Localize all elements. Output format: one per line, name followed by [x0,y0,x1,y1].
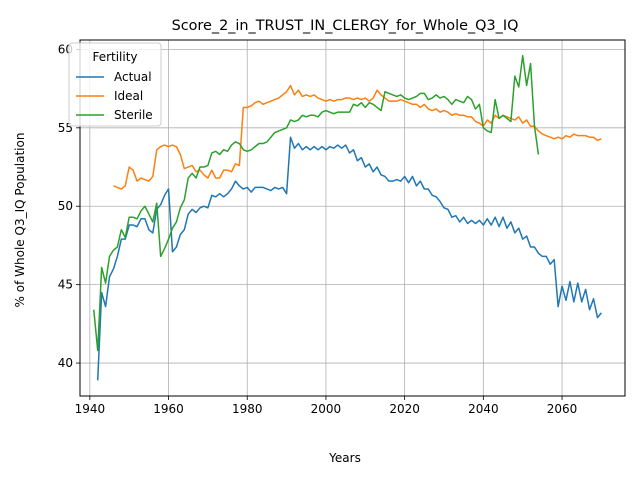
series-line-actual [96,136,602,381]
legend-box [68,42,162,127]
y-tick-label: 40 [58,356,73,370]
series-line-ideal [113,84,602,190]
grid [80,40,625,396]
x-tick-label: 2020 [389,402,420,416]
legend: Fertility Actual Ideal Sterile [68,42,162,127]
legend-label-ideal: Ideal [114,89,143,103]
x-tick-label: 2060 [547,402,578,416]
series-line-sterile [93,54,540,352]
y-tick-label: 50 [58,199,73,213]
x-tick-label: 2000 [311,402,342,416]
x-tick-label: 2040 [468,402,499,416]
legend-label-actual: Actual [114,70,152,84]
legend-entries: Actual Ideal Sterile [76,70,153,122]
series-lines [93,54,602,381]
legend-title: Fertility [92,50,137,64]
legend-label-sterile: Sterile [114,108,153,122]
y-axis-label: % of Whole Q3_IQ Population [13,133,27,308]
x-tick-label: 1980 [232,402,263,416]
x-axis-label: Years [328,451,361,465]
x-axis-ticks: 1940 1960 1980 2000 2020 2040 2060 [75,396,578,416]
x-tick-label: 1960 [153,402,184,416]
y-tick-label: 45 [58,278,73,292]
plot-frame [79,39,626,397]
x-tick-label: 1940 [75,402,106,416]
chart-title: Score_2_in_TRUST_IN_CLERGY_for_Whole_Q3_… [172,18,519,34]
